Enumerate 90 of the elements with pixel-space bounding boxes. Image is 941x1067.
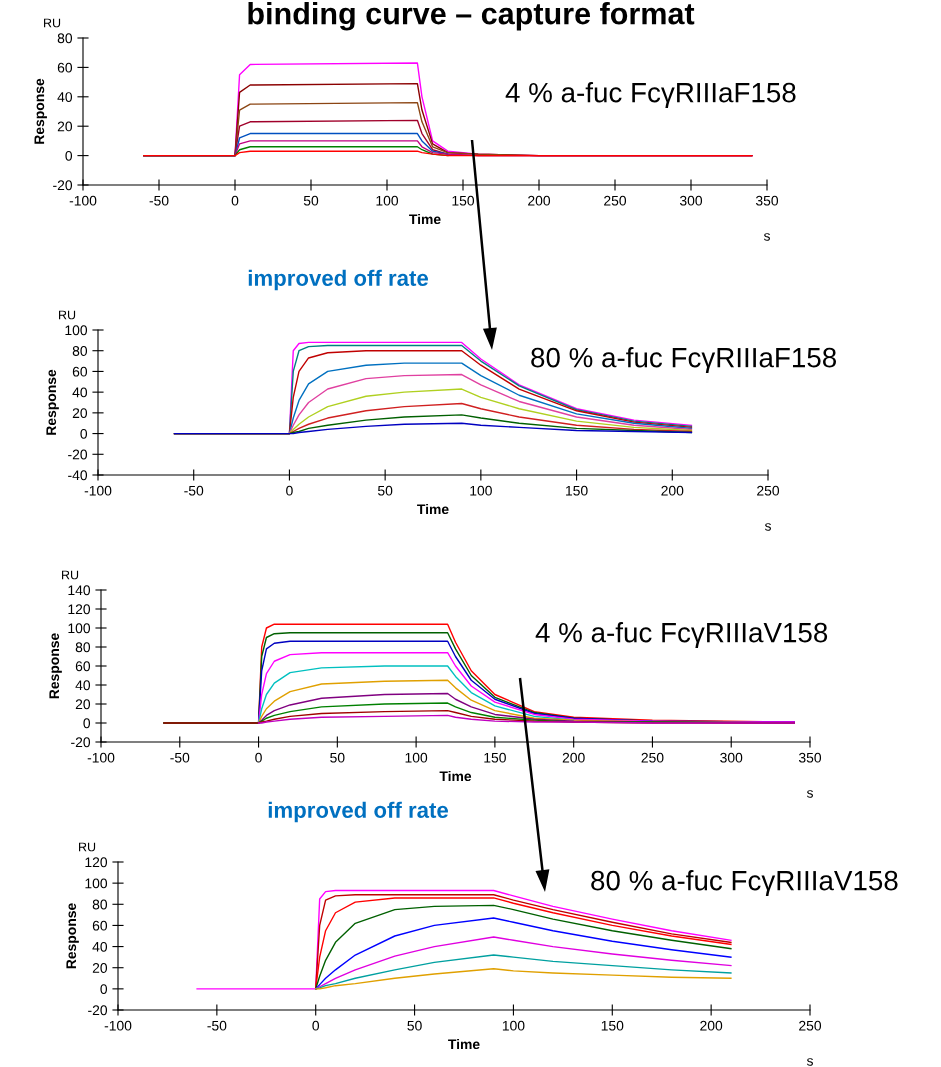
y-axis-title: Response	[46, 369, 59, 435]
text: RU	[44, 18, 61, 28]
x-tick-label: 300	[679, 195, 703, 206]
y-tick-label: 40	[57, 92, 73, 102]
x-tick-label: 350	[755, 195, 779, 206]
x-tick-label: 0	[255, 752, 262, 763]
x-tick-label: -100	[69, 195, 97, 206]
x-tick-label: 50	[377, 485, 393, 496]
x-tick-label: 0	[286, 485, 293, 496]
x-axis-title: Time	[409, 213, 441, 225]
y-tick-label: 60	[57, 62, 73, 73]
y-tick-label: 20	[57, 121, 73, 132]
y-tick-label: -20	[71, 737, 91, 748]
x-axis-title: Time	[439, 770, 472, 782]
text: RU	[59, 310, 76, 320]
x-tick-label: 50	[407, 1020, 422, 1031]
y-tick-label: 80	[92, 899, 108, 910]
x-tick-label: 0	[312, 1020, 320, 1031]
x-tick-label: 50	[303, 195, 319, 206]
x-tick-label: 150	[452, 195, 475, 206]
y-tick-label: 40	[72, 387, 88, 398]
y-tick-label: 100	[85, 878, 108, 889]
y-tick-label: 60	[75, 661, 91, 672]
text: RU	[62, 570, 79, 580]
text: improved off rate	[268, 801, 448, 823]
y-tick-label: 20	[75, 699, 91, 710]
y-tick-label: 20	[92, 963, 108, 973]
x-tick-label: -50	[207, 1020, 227, 1031]
y-tick-label: 0	[100, 984, 108, 995]
text: RU	[79, 842, 96, 852]
y-tick-label: 80	[57, 33, 73, 44]
x-tick-label: 250	[604, 195, 627, 206]
y-tick-label: 0	[83, 718, 91, 729]
x-tick-label: -100	[84, 485, 112, 496]
x-tick-label: -100	[104, 1020, 132, 1031]
y-tick-label: -40	[68, 470, 88, 481]
annotation: 80 % a-fuc FcγRIIIaV158	[591, 870, 898, 896]
y-axis-title: Response	[34, 78, 47, 144]
x-tick-label: 100	[470, 485, 492, 496]
x-tick-label: 200	[700, 1020, 723, 1031]
x-tick-label: 150	[601, 1020, 624, 1031]
x-tick-label: 200	[661, 485, 684, 496]
y-tick-label: 0	[80, 428, 88, 439]
x-tick-label: 200	[562, 752, 585, 763]
x-axis-title: Time	[448, 1038, 480, 1050]
y-tick-label: 60	[72, 366, 88, 377]
y-tick-label: 120	[85, 857, 108, 868]
text: improved off rate	[248, 269, 428, 291]
y-tick-label: 100	[68, 623, 91, 634]
y-tick-label: 60	[92, 920, 108, 931]
text: s	[806, 790, 813, 798]
x-tick-label: 300	[720, 752, 743, 763]
x-tick-label: 100	[502, 1020, 525, 1031]
x-tick-label: 150	[484, 752, 506, 763]
y-tick-label: 20	[72, 408, 88, 419]
annotation: 4 % a-fuc FcγRIIIaV158	[535, 622, 828, 648]
y-tick-label: 140	[68, 585, 91, 596]
x-axis-title: Time	[417, 503, 449, 515]
x-tick-label: 250	[799, 1020, 822, 1031]
annotation: 4 % a-fuc FcγRIIIaF158	[505, 82, 796, 108]
y-tick-label: 80	[72, 346, 88, 356]
chart-title: binding curve – capture format	[248, 2, 695, 31]
y-tick-label: -20	[68, 449, 88, 460]
x-tick-label: 50	[330, 752, 345, 763]
x-tick-label: 250	[757, 485, 780, 496]
y-tick-label: 120	[68, 604, 91, 615]
y-tick-label: 100	[65, 325, 88, 336]
x-tick-label: 100	[405, 752, 428, 763]
x-tick-label: -100	[87, 752, 115, 763]
x-tick-label: 200	[528, 195, 551, 206]
y-tick-label: 40	[75, 680, 91, 691]
x-tick-label: 350	[798, 752, 822, 763]
x-tick-label: 0	[231, 195, 239, 206]
x-tick-label: -50	[184, 485, 204, 496]
annotation: 80 % a-fuc FcγRIIIaF158	[531, 347, 837, 373]
y-axis-title: Response	[66, 903, 79, 969]
y-tick-label: -20	[88, 1005, 108, 1016]
x-tick-label: 250	[641, 752, 664, 763]
text: s	[806, 1058, 813, 1066]
y-axis-title: Response	[49, 633, 62, 699]
x-tick-label: -50	[170, 752, 190, 763]
x-tick-label: -50	[149, 195, 169, 206]
text: s	[763, 233, 770, 241]
y-tick-label: 0	[65, 150, 73, 161]
text: s	[764, 523, 771, 531]
x-tick-label: 100	[376, 195, 399, 206]
y-tick-label: -20	[53, 180, 73, 191]
y-tick-label: 80	[75, 642, 91, 653]
y-tick-label: 40	[92, 941, 108, 952]
x-tick-label: 150	[566, 485, 588, 496]
